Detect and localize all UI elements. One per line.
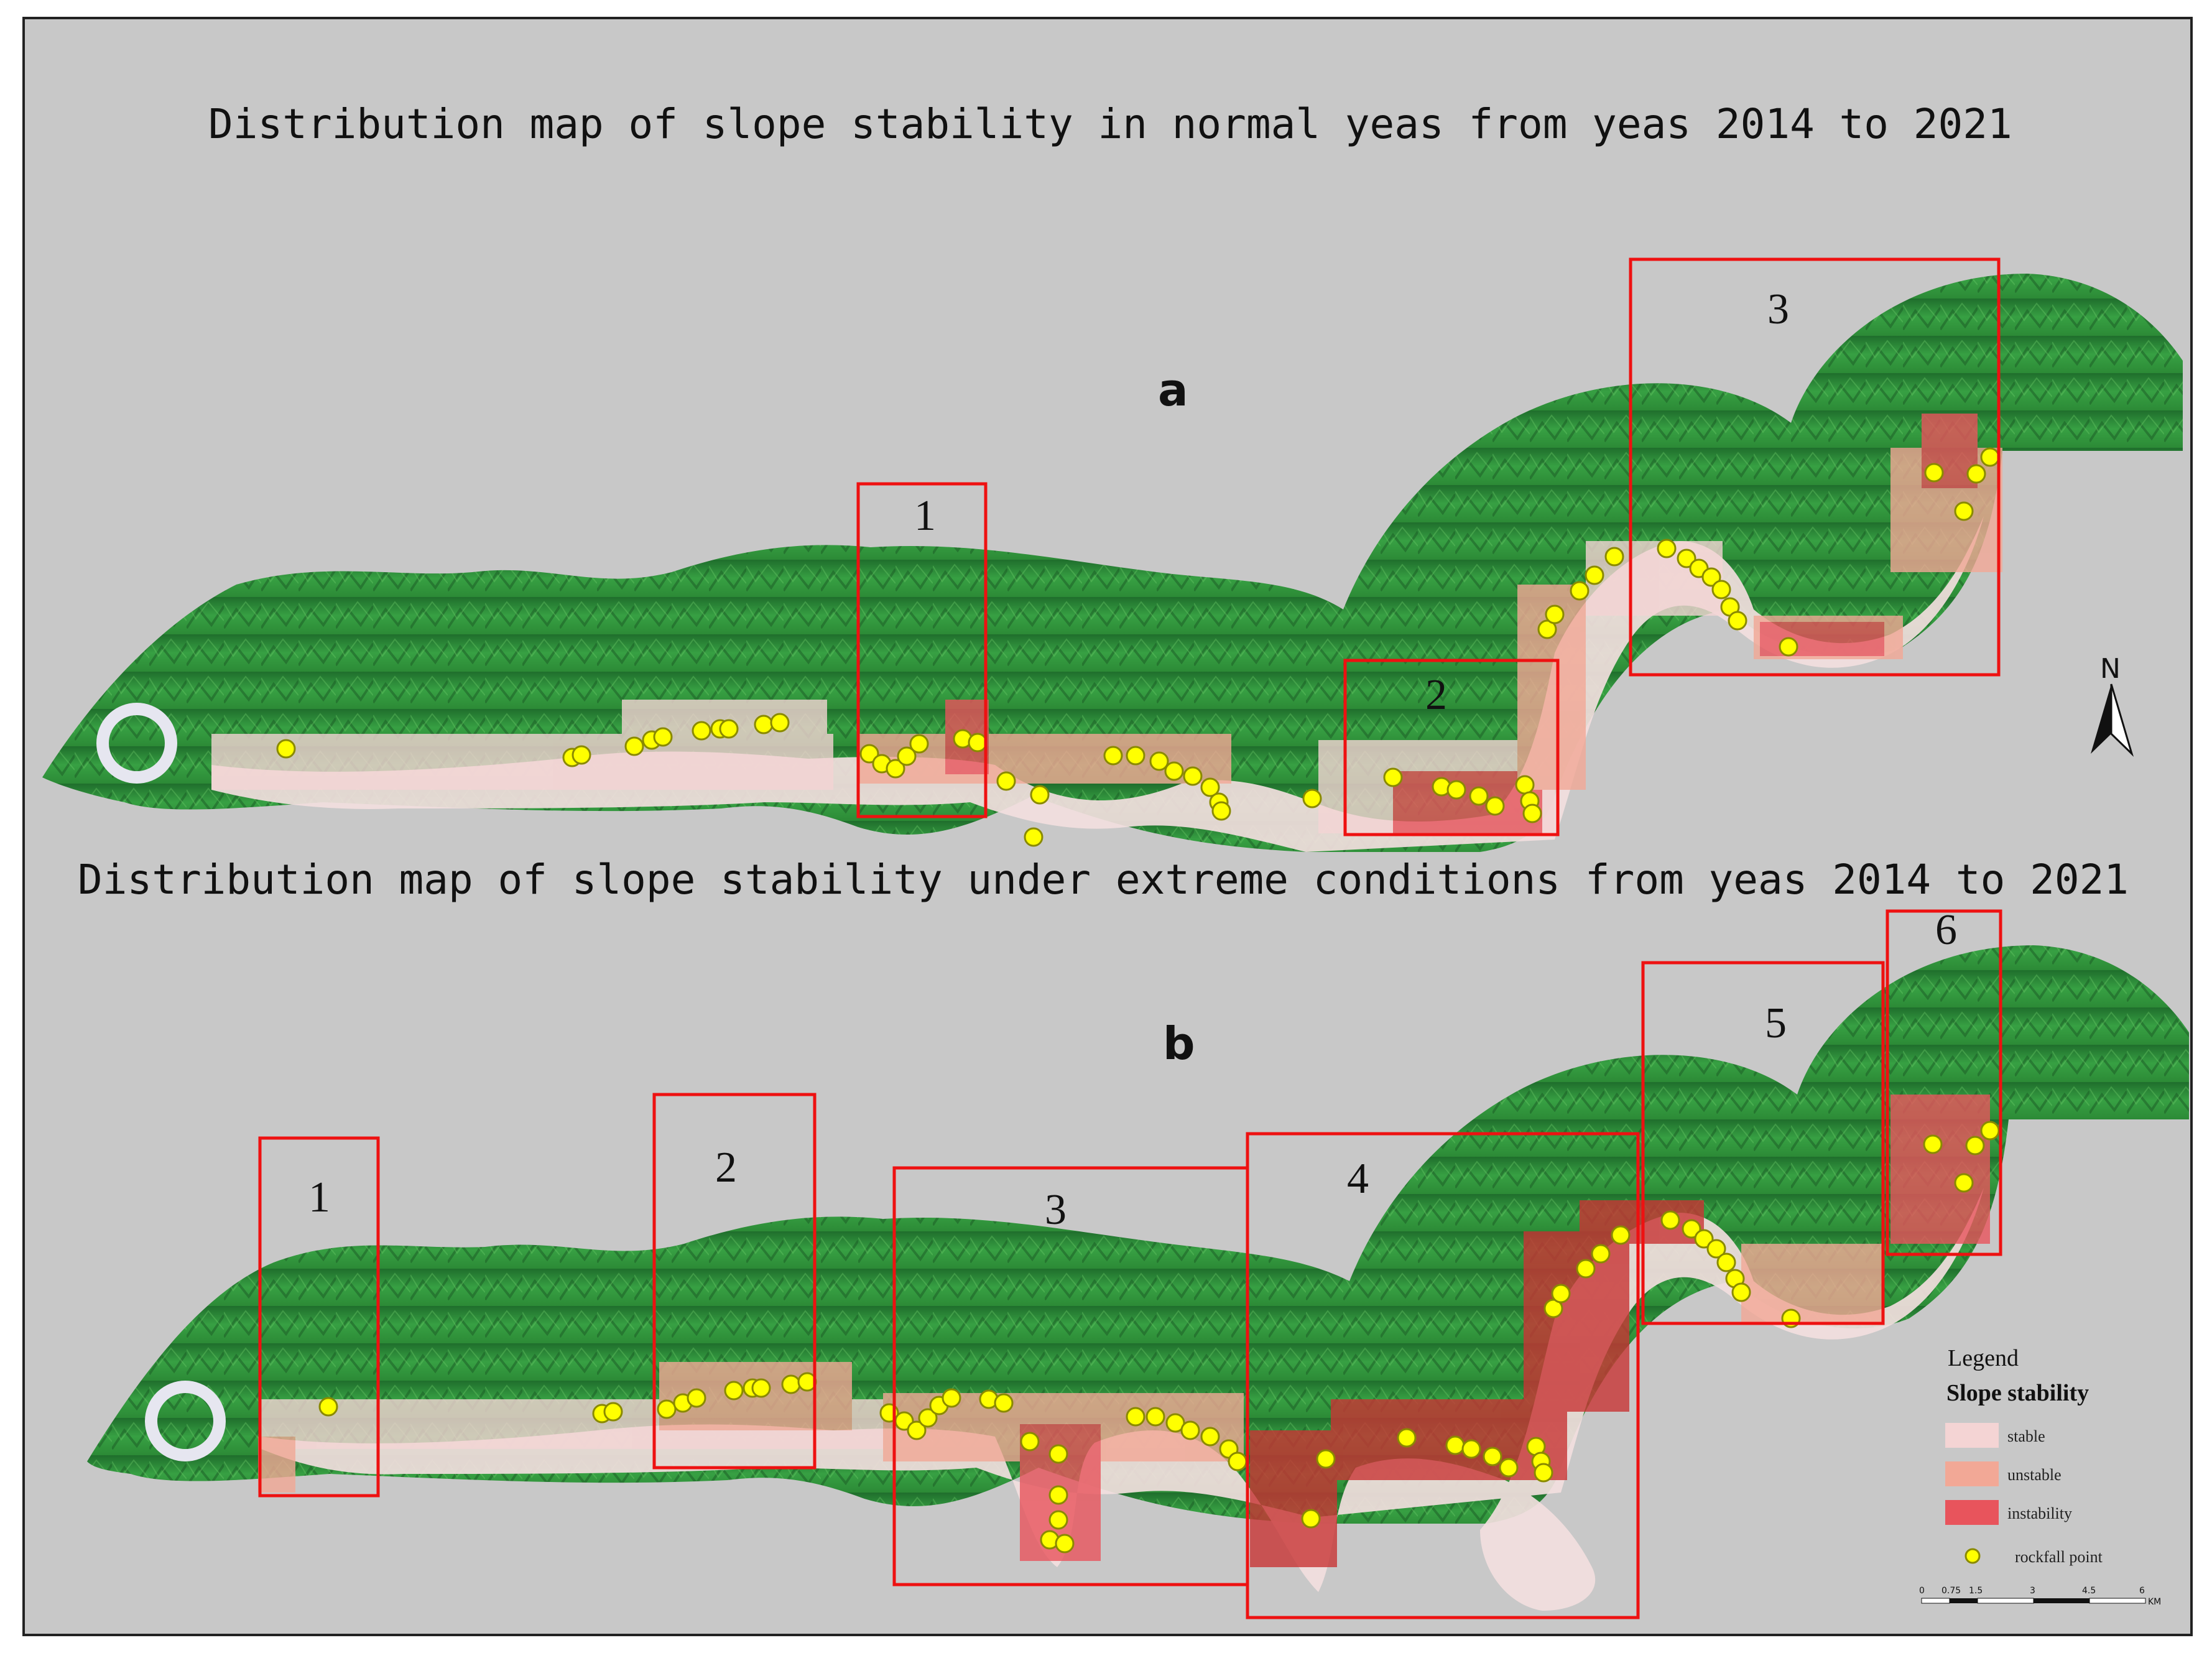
svg-text:N: N: [2100, 653, 2121, 685]
legend-swatch-instability: [1945, 1500, 1999, 1525]
panel-b-box-5-label: 5: [1765, 999, 1787, 1047]
legend-rockfall-icon: [1964, 1548, 1981, 1564]
scale-unit: KM: [2148, 1597, 2161, 1607]
scale-bar: 0 0.75 1.5 3 4.5 6 KM: [1919, 1586, 2161, 1607]
legend-swatch-stable: [1945, 1423, 1999, 1448]
panel-b-box-4: [1246, 1132, 1640, 1619]
legend-label-unstable: unstable: [2007, 1466, 2062, 1484]
panel-b-box-2: [652, 1093, 817, 1470]
panel-b: Distribution map of slope stability unde…: [78, 856, 2189, 1619]
panel-b-box-6: [1886, 909, 2002, 1256]
panel-b-box-6-label: 6: [1935, 906, 1957, 954]
north-arrow: N: [2091, 653, 2134, 757]
panel-b-box-1: [258, 1136, 380, 1498]
panel-b-box-5: [1641, 961, 1885, 1325]
panel-a-box-2-label: 2: [1425, 671, 1447, 719]
legend-title: Legend: [1948, 1345, 2019, 1371]
legend: Legend Slope stability stable unstable i…: [1945, 1345, 2103, 1566]
panel-a-box-3-label: 3: [1767, 285, 1789, 333]
panel-b-terrain: [87, 945, 2189, 1524]
panel-a-stability-cells: [211, 414, 2002, 833]
scale-tick-4: 4.5: [2082, 1586, 2096, 1596]
panel-b-rockfall-points: [318, 1121, 2000, 1553]
panel-b-meander: [145, 1381, 226, 1461]
legend-label-instability: instability: [2007, 1504, 2072, 1522]
panel-a-letter: a: [1158, 364, 1188, 416]
panel-a-box-2: [1343, 659, 1560, 836]
panel-a-terrain: [42, 274, 2183, 852]
scale-tick-3: 3: [2030, 1586, 2035, 1596]
legend-subtitle: Slope stability: [1946, 1380, 2089, 1406]
legend-label-stable: stable: [2007, 1427, 2045, 1445]
panel-b-box-4-label: 4: [1347, 1155, 1369, 1203]
panel-a-box-1-label: 1: [914, 492, 936, 540]
panel-b-letter: b: [1163, 1017, 1195, 1070]
legend-swatch-unstable: [1945, 1461, 1999, 1486]
panel-a-rockfall-points: [276, 447, 2000, 847]
panel-b-title: Distribution map of slope stability unde…: [78, 856, 2129, 904]
scale-tick-5: 6: [2139, 1586, 2145, 1596]
panel-a: Distribution map of slope stability in n…: [42, 100, 2183, 852]
panel-a-box-1: [856, 482, 988, 818]
panel-b-box-3-label: 3: [1045, 1186, 1067, 1234]
legend-label-rockfall: rockfall point: [2015, 1548, 2103, 1566]
panel-a-box-3: [1629, 257, 2001, 677]
panel-a-title: Distribution map of slope stability in n…: [208, 100, 2012, 148]
scale-tick-1: 0.75: [1941, 1586, 1961, 1596]
panel-b-box-2-label: 2: [715, 1144, 737, 1192]
scale-tick-0: 0: [1919, 1586, 1925, 1596]
panel-a-meander: [96, 703, 177, 784]
scale-tick-2: 1.5: [1969, 1586, 1983, 1596]
panel-b-box-1-label: 1: [308, 1174, 330, 1221]
